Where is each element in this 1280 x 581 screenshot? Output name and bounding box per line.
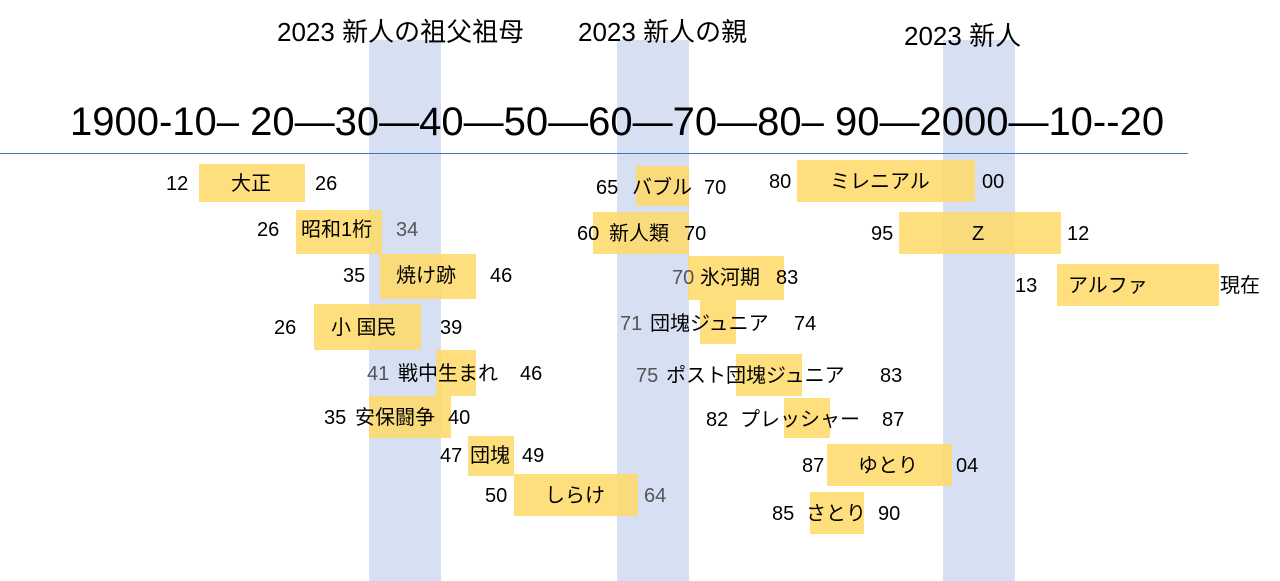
- hyogaki-start: 70: [672, 267, 695, 289]
- dankai-jr-name: 団塊ジュニア: [650, 313, 769, 335]
- shirake-end: 64: [644, 485, 667, 507]
- millennial-name: ミレニアル: [830, 171, 930, 193]
- post-dankai-jr-end: 83: [880, 365, 903, 387]
- alpha-end: 現在: [1220, 275, 1260, 297]
- shinjinrui-start: 60: [577, 223, 600, 245]
- yutori-end: 04: [956, 455, 979, 477]
- heading-newcomers: 2023 新人: [904, 21, 1022, 51]
- satori-end: 90: [878, 503, 901, 525]
- yutori-start: 87: [802, 455, 825, 477]
- bar-dankai-jr: [700, 300, 736, 344]
- bar-senchu: [436, 350, 476, 396]
- senchu-end: 46: [520, 363, 543, 385]
- anpo-start: 35: [324, 407, 347, 429]
- dankai-end: 49: [522, 445, 545, 467]
- yakeato-start: 35: [343, 265, 366, 287]
- senchu-start: 41: [367, 363, 390, 385]
- post-dankai-jr-start: 75: [636, 365, 659, 387]
- heading-parents: 2023 新人の親: [578, 17, 748, 47]
- showa1-end: 34: [396, 219, 419, 241]
- showa1-name: 昭和1桁: [301, 219, 373, 241]
- dankai-name: 団塊: [470, 445, 510, 467]
- bar-taisho: [199, 164, 305, 202]
- shinjinrui-name: 新人類: [609, 223, 669, 245]
- anpo-name: 安保闘争: [355, 407, 435, 429]
- bar-yutori: [827, 444, 952, 486]
- taisho-end: 26: [315, 173, 338, 195]
- dankai-jr-end: 74: [794, 313, 817, 335]
- bar-bubble: [636, 166, 689, 206]
- bar-pressure: [784, 398, 830, 438]
- yutori-name: ゆとり: [858, 455, 918, 477]
- gen-z-name: Z: [972, 223, 985, 245]
- bar-shinjinrui: [593, 212, 689, 254]
- shokokumin-name: 小 国民: [331, 317, 397, 339]
- hyogaki-name: 氷河期: [700, 267, 760, 289]
- bar-showa1: [296, 210, 382, 254]
- bar-gen-z: [899, 212, 1061, 254]
- bubble-start: 65: [596, 177, 619, 199]
- senchu-name: 戦中生まれ: [398, 363, 498, 385]
- yakeato-name: 焼け跡: [396, 265, 456, 287]
- axis-rule: [0, 153, 1188, 154]
- bar-yakeato: [380, 254, 476, 299]
- bar-dankai: [468, 436, 514, 476]
- yakeato-end: 46: [490, 265, 513, 287]
- bar-shokokumin: [314, 304, 421, 350]
- year-axis-label: 1900-10– 20—30—40—50—60—70—80– 90—2000—1…: [70, 100, 1165, 144]
- highlight-column-newcomers: [943, 40, 1015, 581]
- gen-z-end: 12: [1067, 223, 1090, 245]
- showa1-start: 26: [257, 219, 280, 241]
- pressure-start: 82: [706, 409, 729, 431]
- satori-name: さとり: [806, 503, 866, 525]
- taisho-name: 大正: [231, 173, 271, 195]
- dankai-jr-start: 71: [620, 313, 643, 335]
- millennial-end: 00: [982, 171, 1005, 193]
- bar-anpo: [369, 396, 451, 438]
- alpha-start: 13: [1015, 275, 1038, 297]
- shokokumin-end: 39: [440, 317, 463, 339]
- gen-z-start: 95: [871, 223, 894, 245]
- bar-post-dankai-jr: [736, 354, 802, 396]
- bar-hyogaki: [688, 256, 784, 300]
- shirake-start: 50: [485, 485, 508, 507]
- shinjinrui-end: 70: [684, 223, 707, 245]
- pressure-name: プレッシャー: [740, 409, 860, 431]
- bubble-end: 70: [704, 177, 727, 199]
- shokokumin-start: 26: [274, 317, 297, 339]
- alpha-name: アルファ: [1068, 275, 1148, 297]
- bar-millennial: [797, 160, 975, 202]
- bar-shirake: [514, 474, 638, 516]
- millennial-start: 80: [769, 171, 792, 193]
- taisho-start: 12: [166, 173, 189, 195]
- dankai-start: 47: [440, 445, 463, 467]
- heading-grandparents: 2023 新人の祖父祖母: [277, 17, 525, 47]
- bar-alpha: [1057, 264, 1219, 306]
- anpo-end: 40: [448, 407, 471, 429]
- satori-start: 85: [772, 503, 795, 525]
- post-dankai-jr-name: ポスト団塊ジュニア: [666, 365, 845, 387]
- hyogaki-end: 83: [776, 267, 799, 289]
- shirake-name: しらけ: [545, 485, 605, 507]
- bubble-name: バブル: [632, 177, 692, 199]
- bar-satori: [810, 492, 864, 534]
- pressure-end: 87: [882, 409, 905, 431]
